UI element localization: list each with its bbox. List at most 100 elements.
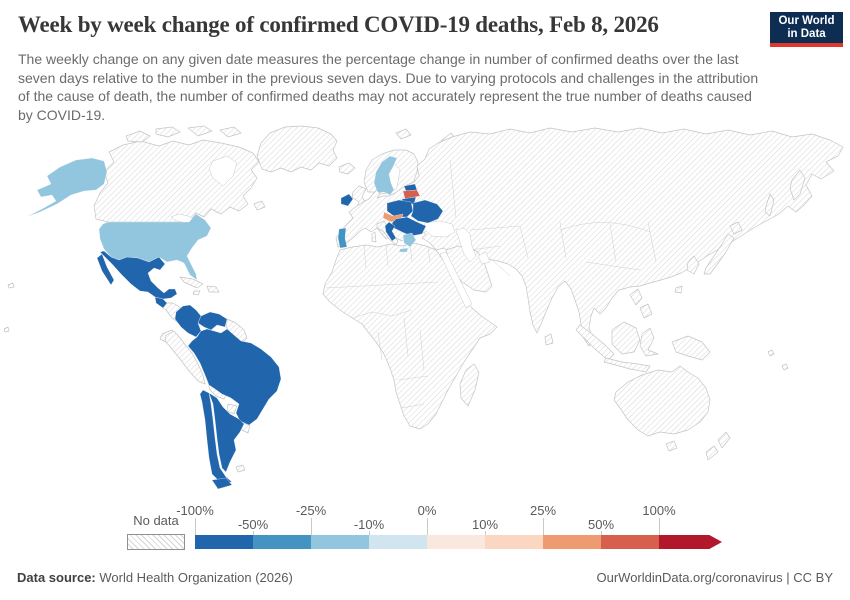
legend-tick-line-3 bbox=[369, 531, 370, 535]
sea-persian-gulf bbox=[477, 251, 491, 265]
landmass-new-zealand-south bbox=[705, 445, 719, 461]
footer-license-link[interactable]: CC BY bbox=[793, 569, 833, 585]
landmass-australia bbox=[613, 365, 711, 437]
sea-black-sea bbox=[423, 220, 456, 238]
landmass-new-zealand-north bbox=[717, 431, 731, 449]
country-venezuela[interactable] bbox=[197, 311, 228, 331]
legend-bin-8[interactable] bbox=[659, 535, 722, 549]
legend-bin-0[interactable] bbox=[195, 535, 253, 549]
legend-bin-6[interactable] bbox=[543, 535, 601, 549]
legend-tick-line-7 bbox=[601, 531, 602, 535]
country-colombia[interactable] bbox=[174, 304, 202, 338]
footer-source: Data source: World Health Organization (… bbox=[17, 570, 293, 585]
legend-tick-label-1: -50% bbox=[237, 517, 269, 532]
legend-tick-line-2 bbox=[311, 518, 312, 535]
legend-tick-label-6: 25% bbox=[529, 503, 557, 518]
landmass-hispaniola bbox=[206, 285, 220, 293]
sea-red-sea bbox=[439, 251, 473, 309]
legend-tick-label-3: -10% bbox=[353, 517, 385, 532]
country-ireland[interactable] bbox=[340, 193, 354, 207]
country-argentina-tierra-del-fuego[interactable] bbox=[211, 477, 233, 490]
legend-tick-line-6 bbox=[543, 518, 544, 535]
legend-tick-line-0 bbox=[195, 518, 196, 535]
legend-tick-line-4 bbox=[427, 518, 428, 535]
legend-no-data-swatch[interactable] bbox=[127, 534, 185, 550]
landmass-java bbox=[603, 357, 651, 373]
country-sweden[interactable] bbox=[373, 155, 398, 196]
landmass-jamaica bbox=[192, 290, 201, 296]
landmass-new-guinea bbox=[671, 335, 711, 361]
landmass-madagascar bbox=[459, 363, 480, 407]
legend-tick-label-2: -25% bbox=[295, 503, 327, 518]
legend-bin-4[interactable] bbox=[427, 535, 485, 549]
landmass-sakhalin bbox=[764, 193, 775, 217]
owid-logo-line2: in Data bbox=[787, 27, 826, 40]
legend-bin-5[interactable] bbox=[485, 535, 543, 549]
country-croatia[interactable] bbox=[384, 221, 397, 242]
landmass-taiwan bbox=[674, 285, 683, 294]
country-greece-crete[interactable] bbox=[398, 247, 409, 253]
landmass-paraguay bbox=[226, 403, 238, 415]
landmass-iceland bbox=[338, 162, 356, 175]
legend-no-data-label: No data bbox=[133, 513, 179, 528]
country-mexico-baja[interactable] bbox=[96, 253, 115, 286]
chart-subtitle: The weekly change on any given date meas… bbox=[18, 51, 759, 123]
chart-title: Week by week change of confirmed COVID-1… bbox=[18, 12, 659, 37]
landmass-pacific-island-1 bbox=[3, 326, 10, 333]
country-united-states[interactable] bbox=[98, 213, 212, 281]
landmass-hawaii bbox=[7, 282, 15, 289]
footer-source-label: Data source: bbox=[17, 569, 96, 585]
landmass-philippines-2 bbox=[639, 303, 653, 319]
landmass-newfoundland bbox=[253, 200, 266, 211]
legend-tick-label-0: -100% bbox=[176, 503, 214, 518]
landmass-pacific-island-3 bbox=[781, 363, 789, 371]
legend-bin-3[interactable] bbox=[369, 535, 427, 549]
landmass-japan bbox=[703, 233, 735, 275]
landmass-arctic-island-2 bbox=[155, 126, 181, 138]
landmass-sumatra bbox=[575, 324, 615, 361]
landmass-sardinia bbox=[371, 231, 377, 243]
landmass-sri-lanka bbox=[544, 333, 554, 346]
legend-bin-1[interactable] bbox=[253, 535, 311, 549]
landmass-hokkaido bbox=[729, 221, 743, 235]
country-united-states-alaska[interactable] bbox=[25, 157, 108, 218]
country-guatemala[interactable] bbox=[154, 296, 168, 309]
legend-tick-label-5: 10% bbox=[471, 517, 499, 532]
country-portugal[interactable] bbox=[337, 227, 348, 249]
owid-logo[interactable]: Our World in Data bbox=[770, 12, 843, 47]
legend-bin-7[interactable] bbox=[601, 535, 659, 549]
landmass-greenland bbox=[256, 125, 338, 173]
country-latvia[interactable] bbox=[402, 189, 421, 200]
country-brazil[interactable] bbox=[187, 328, 282, 426]
landmass-arctic-island-4 bbox=[219, 126, 242, 138]
legend-tick-label-7: 50% bbox=[587, 517, 615, 532]
landmass-canada bbox=[93, 139, 260, 223]
country-poland[interactable] bbox=[386, 199, 414, 218]
country-borders bbox=[325, 159, 657, 409]
landmass-philippines-1 bbox=[629, 288, 643, 306]
country-ukraine[interactable] bbox=[410, 199, 444, 224]
footer-url-link[interactable]: OurWorldinData.org/coronavirus bbox=[596, 569, 783, 585]
landmass-africa bbox=[322, 242, 498, 430]
country-chile[interactable] bbox=[199, 389, 233, 484]
country-mexico[interactable] bbox=[99, 250, 178, 300]
legend-bin-2[interactable] bbox=[311, 535, 369, 549]
landmass-cuba bbox=[179, 276, 204, 289]
landmass-pacific-island-2 bbox=[767, 349, 775, 357]
legend-tick-label-4: 0% bbox=[417, 503, 437, 518]
legend-tick-line-1 bbox=[253, 531, 254, 535]
sea-hudson-bay bbox=[208, 155, 238, 187]
legend: No data -100% -50% -25% -10% 0% 10% 25% 50% 100% bbox=[127, 503, 747, 553]
landmass-tasmania bbox=[665, 440, 678, 452]
country-greece[interactable] bbox=[402, 232, 417, 248]
country-argentina[interactable] bbox=[208, 392, 245, 473]
footer-separator: | bbox=[782, 569, 794, 585]
landmass-korea bbox=[686, 255, 700, 275]
legend-tick-line-8 bbox=[659, 518, 660, 535]
sea-caspian-sea bbox=[455, 227, 477, 263]
owid-logo-line1: Our World bbox=[778, 14, 835, 27]
footer-links: OurWorldinData.org/coronavirus | CC BY bbox=[596, 570, 833, 585]
footer-source-value: World Health Organization (2026) bbox=[95, 569, 293, 585]
